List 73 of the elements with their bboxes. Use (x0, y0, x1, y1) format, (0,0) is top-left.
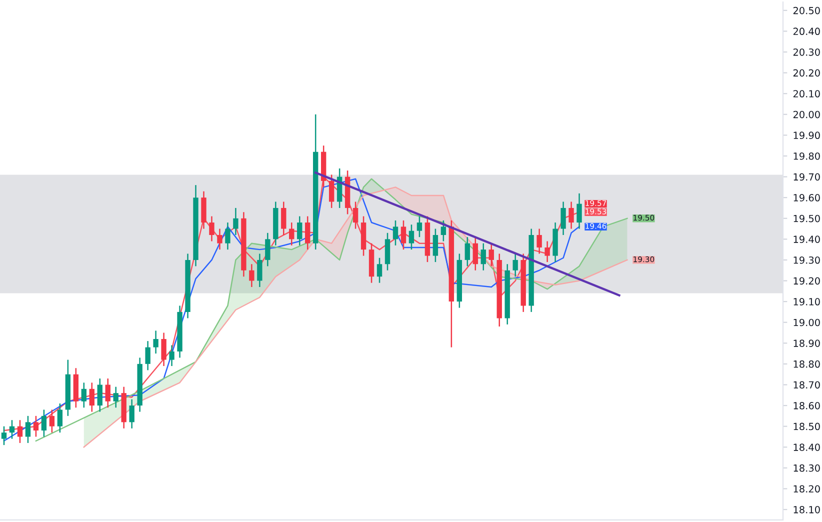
candlestick (289, 222, 294, 246)
candlestick (488, 242, 494, 267)
candlestick (97, 378, 102, 412)
candlestick (560, 201, 566, 236)
candlestick (400, 220, 406, 250)
y-tick-label: 20.40 (793, 28, 820, 36)
candlestick (105, 378, 110, 408)
candlestick (464, 236, 470, 267)
y-tick-label: 18.90 (794, 340, 820, 347)
candlestick (225, 222, 230, 250)
candlestick (1, 426, 7, 446)
y-tick-label: 20.50 (793, 6, 820, 14)
candlestick (297, 216, 302, 246)
y-tick-label: 18.10 (794, 506, 820, 514)
candlestick (432, 228, 438, 263)
candlestick (113, 386, 118, 408)
y-tick-label: 20.10 (793, 90, 820, 98)
y-tick-label: 18.20 (794, 485, 820, 493)
candlestick (328, 174, 334, 209)
candlestick (440, 220, 446, 242)
candlestick (25, 415, 31, 444)
y-tick-label: 19.20 (794, 277, 820, 285)
candlestick (281, 201, 286, 236)
y-tick-label: 18.30 (794, 464, 820, 472)
y-tick-label: 19.70 (794, 173, 820, 181)
candlestick (544, 240, 550, 263)
y-tick-label: 19.80 (794, 152, 820, 160)
candlestick (376, 257, 382, 284)
y-tick-label: 19.10 (794, 298, 820, 306)
candlestick (416, 216, 422, 238)
candlestick (57, 402, 63, 434)
candlestick (129, 398, 134, 430)
candlestick (49, 409, 55, 434)
candlestick (161, 332, 166, 367)
candlestick (512, 253, 518, 278)
candlestick (153, 330, 158, 354)
candlestick (257, 253, 262, 288)
y-tick-label: 18.40 (794, 444, 820, 451)
candlestick (352, 201, 358, 230)
candlestick (89, 382, 94, 412)
candlestick (33, 415, 39, 438)
candlestick (265, 232, 270, 267)
candlestick (217, 228, 222, 250)
candlestick (9, 419, 15, 440)
y-tick-label: 19.30 (794, 256, 820, 264)
candlestick (480, 242, 486, 271)
y-tick-label: 18.70 (794, 381, 820, 389)
candlestick (472, 236, 478, 271)
y-tick-label: 19.50 (794, 214, 820, 222)
y-tick-label: 19.60 (794, 194, 820, 202)
y-tick-label: 18.60 (794, 402, 820, 410)
candlestick (576, 192, 582, 230)
y-tick-label: 19.00 (794, 318, 820, 326)
candlestick (536, 228, 542, 254)
candlestick (408, 224, 414, 250)
candlestick (81, 382, 86, 408)
candlestick (41, 409, 47, 438)
y-tick-label: 18.80 (794, 360, 820, 368)
candlestick (568, 201, 574, 230)
y-tick-label: 20.00 (793, 110, 820, 118)
y-tick-label: 19.40 (794, 236, 820, 243)
candlestick (249, 263, 254, 288)
candlestick (233, 207, 238, 236)
candlestick (392, 220, 398, 246)
y-tick-label: 18.50 (794, 422, 820, 430)
candlestick (145, 340, 150, 371)
candlestick (305, 216, 310, 250)
candlestick (169, 344, 174, 367)
candlestick (17, 419, 23, 444)
y-tick-label: 19.90 (794, 132, 820, 140)
candlestick (209, 216, 214, 242)
y-tick-label: 20.20 (793, 69, 820, 77)
y-tick-label: 20.30 (793, 48, 820, 56)
